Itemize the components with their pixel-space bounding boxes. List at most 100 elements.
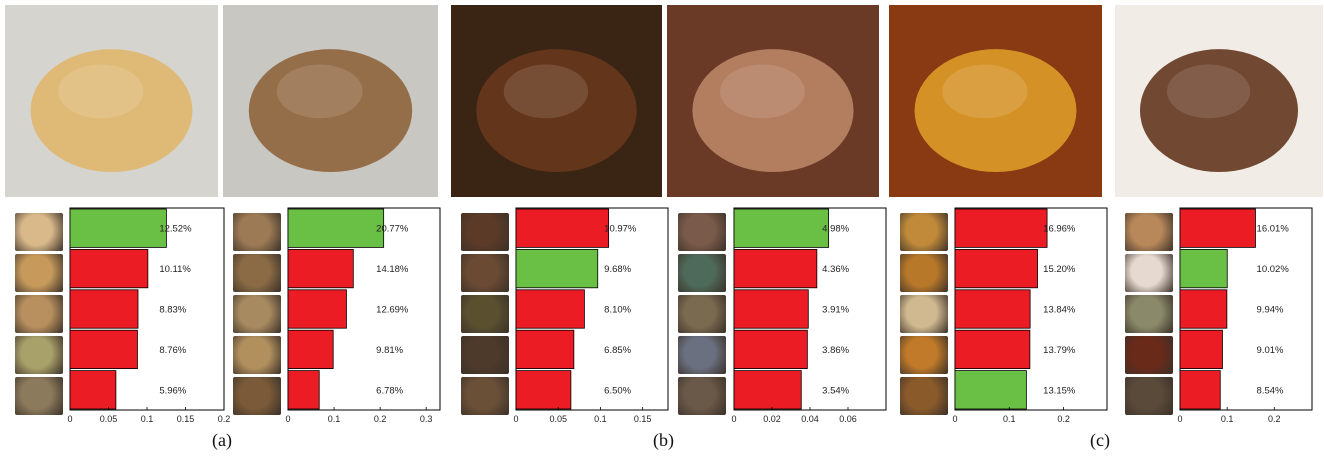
thumbnail-image <box>15 377 63 415</box>
bar <box>287 329 334 369</box>
bar <box>1179 249 1228 289</box>
bar-chart-b2: 4.98% 4.36% 3.91% 3.86% 3.54% 0 0.02 0.04 0.06 <box>731 207 887 424</box>
bar <box>287 289 347 329</box>
bar-value-label: 8.76% <box>159 345 186 356</box>
bar <box>1179 329 1223 369</box>
x-tick-label: 0.05 <box>100 414 118 424</box>
bar <box>954 208 1048 248</box>
bar-value-label: 6.50% <box>604 385 631 396</box>
bar-value-label: 12.52% <box>159 224 192 235</box>
bar-value-label: 6.78% <box>376 385 403 396</box>
bar <box>954 249 1038 289</box>
bar <box>515 208 610 248</box>
bar <box>1179 208 1256 248</box>
bar-value-label: 4.98% <box>822 224 849 235</box>
x-tick-label: 0.3 <box>420 414 433 424</box>
bar-value-label: 9.81% <box>376 345 403 356</box>
x-tick-label: 0.1 <box>141 414 154 424</box>
bar <box>69 249 149 289</box>
bar-value-label: 8.10% <box>604 305 631 316</box>
thumbnail-image <box>900 295 948 333</box>
x-tick-label: 0.2 <box>1057 414 1070 424</box>
thumbnail-image <box>461 377 509 415</box>
thumbnail-image <box>900 213 948 251</box>
x-tick-label: 0.15 <box>177 414 195 424</box>
bar <box>69 208 167 248</box>
bar <box>287 249 354 289</box>
x-tick-label: 0 <box>67 414 72 424</box>
thumbnail-image <box>678 254 726 292</box>
x-tick-label: 0.02 <box>763 414 781 424</box>
thumbnail-image <box>1125 213 1173 251</box>
thumbnail-image <box>461 336 509 374</box>
x-tick-label: 0.2 <box>1268 414 1281 424</box>
bar <box>733 370 802 410</box>
bar <box>287 208 385 248</box>
bread-loaf-photo <box>223 5 438 197</box>
thumbnail-image <box>900 254 948 292</box>
curry-rice-photo <box>451 5 662 197</box>
x-tick-label: 0.04 <box>801 414 819 424</box>
thumbnail-image <box>15 295 63 333</box>
bar-value-label: 16.01% <box>1257 224 1290 235</box>
bar <box>515 370 572 410</box>
bar <box>69 370 117 410</box>
panel-label-c: (c) <box>1090 430 1110 450</box>
bar-value-label: 3.86% <box>822 345 849 356</box>
bar-value-label: 8.54% <box>1257 385 1284 396</box>
bar-value-label: 13.15% <box>1043 385 1076 396</box>
thumbnail-image <box>233 295 281 333</box>
bar-chart-a1: 12.52% 10.11% 8.83% 8.76% 5.96% 0 0.05 0.1 0.15 0… <box>67 207 230 424</box>
thumbnail-image <box>233 336 281 374</box>
bar <box>69 329 138 369</box>
panel-label-b: (b) <box>653 430 674 450</box>
thumbnail-image <box>678 336 726 374</box>
thumbnail-image <box>1125 295 1173 333</box>
bar <box>733 289 809 329</box>
bar <box>733 329 808 369</box>
bar-value-label: 14.18% <box>376 264 409 275</box>
thumbnail-image <box>678 377 726 415</box>
bar <box>515 249 599 289</box>
bar <box>1179 370 1221 410</box>
bar <box>733 208 830 248</box>
bar-value-label: 13.79% <box>1043 345 1076 356</box>
bar-chart-a2: 20.77% 14.18% 12.69% 9.81% 6.78% 0 0.1 0.2 0.3 <box>285 207 441 424</box>
bar <box>1179 289 1228 329</box>
bar-value-label: 8.83% <box>159 305 186 316</box>
x-tick-label: 0.15 <box>634 414 652 424</box>
chicken-sandwich-photo <box>5 5 218 197</box>
x-tick-label: 0.1 <box>1003 414 1016 424</box>
bar-value-label: 20.77% <box>376 224 409 235</box>
bar-value-label: 4.36% <box>822 264 849 275</box>
bar <box>954 329 1031 369</box>
bar-chart-c1: 16.96% 15.20% 13.84% 13.79% 13.15% 0 0.1 0.2 <box>952 207 1108 424</box>
bar-value-label: 9.68% <box>604 264 631 275</box>
thumbnail-image <box>1125 336 1173 374</box>
bar <box>954 289 1031 329</box>
thumbnail-image <box>233 213 281 251</box>
bar-value-label: 9.94% <box>1257 305 1284 316</box>
bar-chart-b1: 10.97% 9.68% 8.10% 6.85% 6.50% 0 0.05 0.1 0.15 <box>513 207 669 424</box>
thumbnail-image <box>461 295 509 333</box>
x-tick-label: 0 <box>952 414 957 424</box>
x-tick-label: 0 <box>513 414 518 424</box>
thumbnail-image <box>900 377 948 415</box>
x-tick-label: 0.1 <box>1221 414 1234 424</box>
x-tick-label: 0.1 <box>328 414 341 424</box>
bar-value-label: 9.01% <box>1257 345 1284 356</box>
bar <box>69 289 139 329</box>
bar <box>733 249 818 289</box>
bar-value-label: 13.84% <box>1043 305 1076 316</box>
thumbnail-image <box>15 213 63 251</box>
thumbnail-image <box>461 254 509 292</box>
bar-value-label: 15.20% <box>1043 264 1076 275</box>
bar-value-label: 16.96% <box>1043 224 1076 235</box>
x-tick-label: 0 <box>1177 414 1182 424</box>
x-tick-label: 0.1 <box>594 414 607 424</box>
thumbnail-image <box>1125 254 1173 292</box>
salad-plate-photo <box>667 5 879 197</box>
bar-value-label: 5.96% <box>159 385 186 396</box>
thumbnail-image <box>900 336 948 374</box>
bar-value-label: 10.02% <box>1257 264 1290 275</box>
